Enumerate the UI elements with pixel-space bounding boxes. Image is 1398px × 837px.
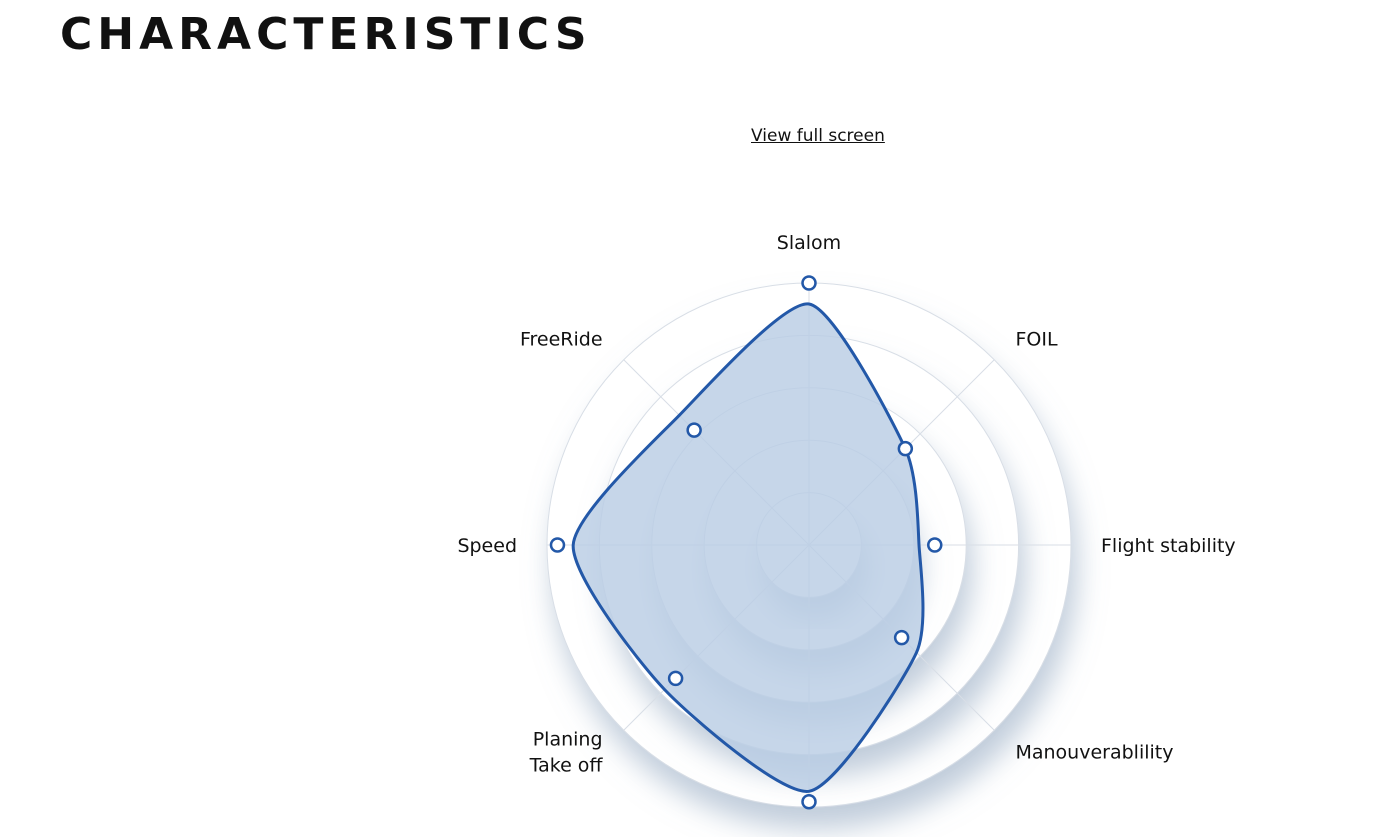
radar-axis-label: FreeRide [520,329,603,351]
radar-marker [893,629,910,646]
radar-axis-label: Manouverablility [1015,741,1173,763]
radar-axis-label-line: Flight stability [1101,535,1236,557]
view-full-screen-link[interactable]: View full screen [751,126,885,146]
page-title: CHARACTERISTICS [60,9,592,60]
radar-axis-label-line: FOIL [1015,329,1057,351]
radar-axis-label-line: Planing [533,728,603,750]
radar-series-area [571,302,925,793]
radar-axis-label: Slalom [777,232,841,254]
radar-markers [549,275,943,810]
radar-series [571,302,925,793]
radar-axis-label: Planing Take off [529,728,604,776]
radar-axis-label-line: Take off [529,754,604,776]
radar-axis-label-line: Speed [457,535,517,557]
radar-axis-label: Flight stability [1101,535,1236,557]
radar-marker [801,794,817,810]
radar-axis-label: Speed [457,535,517,557]
radar-marker [927,537,943,553]
radar-marker [549,537,566,553]
radar-marker [897,440,914,457]
radar-marker [686,422,702,438]
radar-axis-label-line: Slalom [777,232,841,254]
radar-axis-labels: Slalom FOIL Flight stability Manouverablili… [457,232,1236,776]
radar-marker [667,670,684,687]
radar-marker [801,275,817,291]
radar-axis-label-line: Manouverablility [1015,741,1173,763]
radar-axis-label: FOIL [1015,329,1057,351]
radar-axis-label-line: FreeRide [520,329,603,351]
